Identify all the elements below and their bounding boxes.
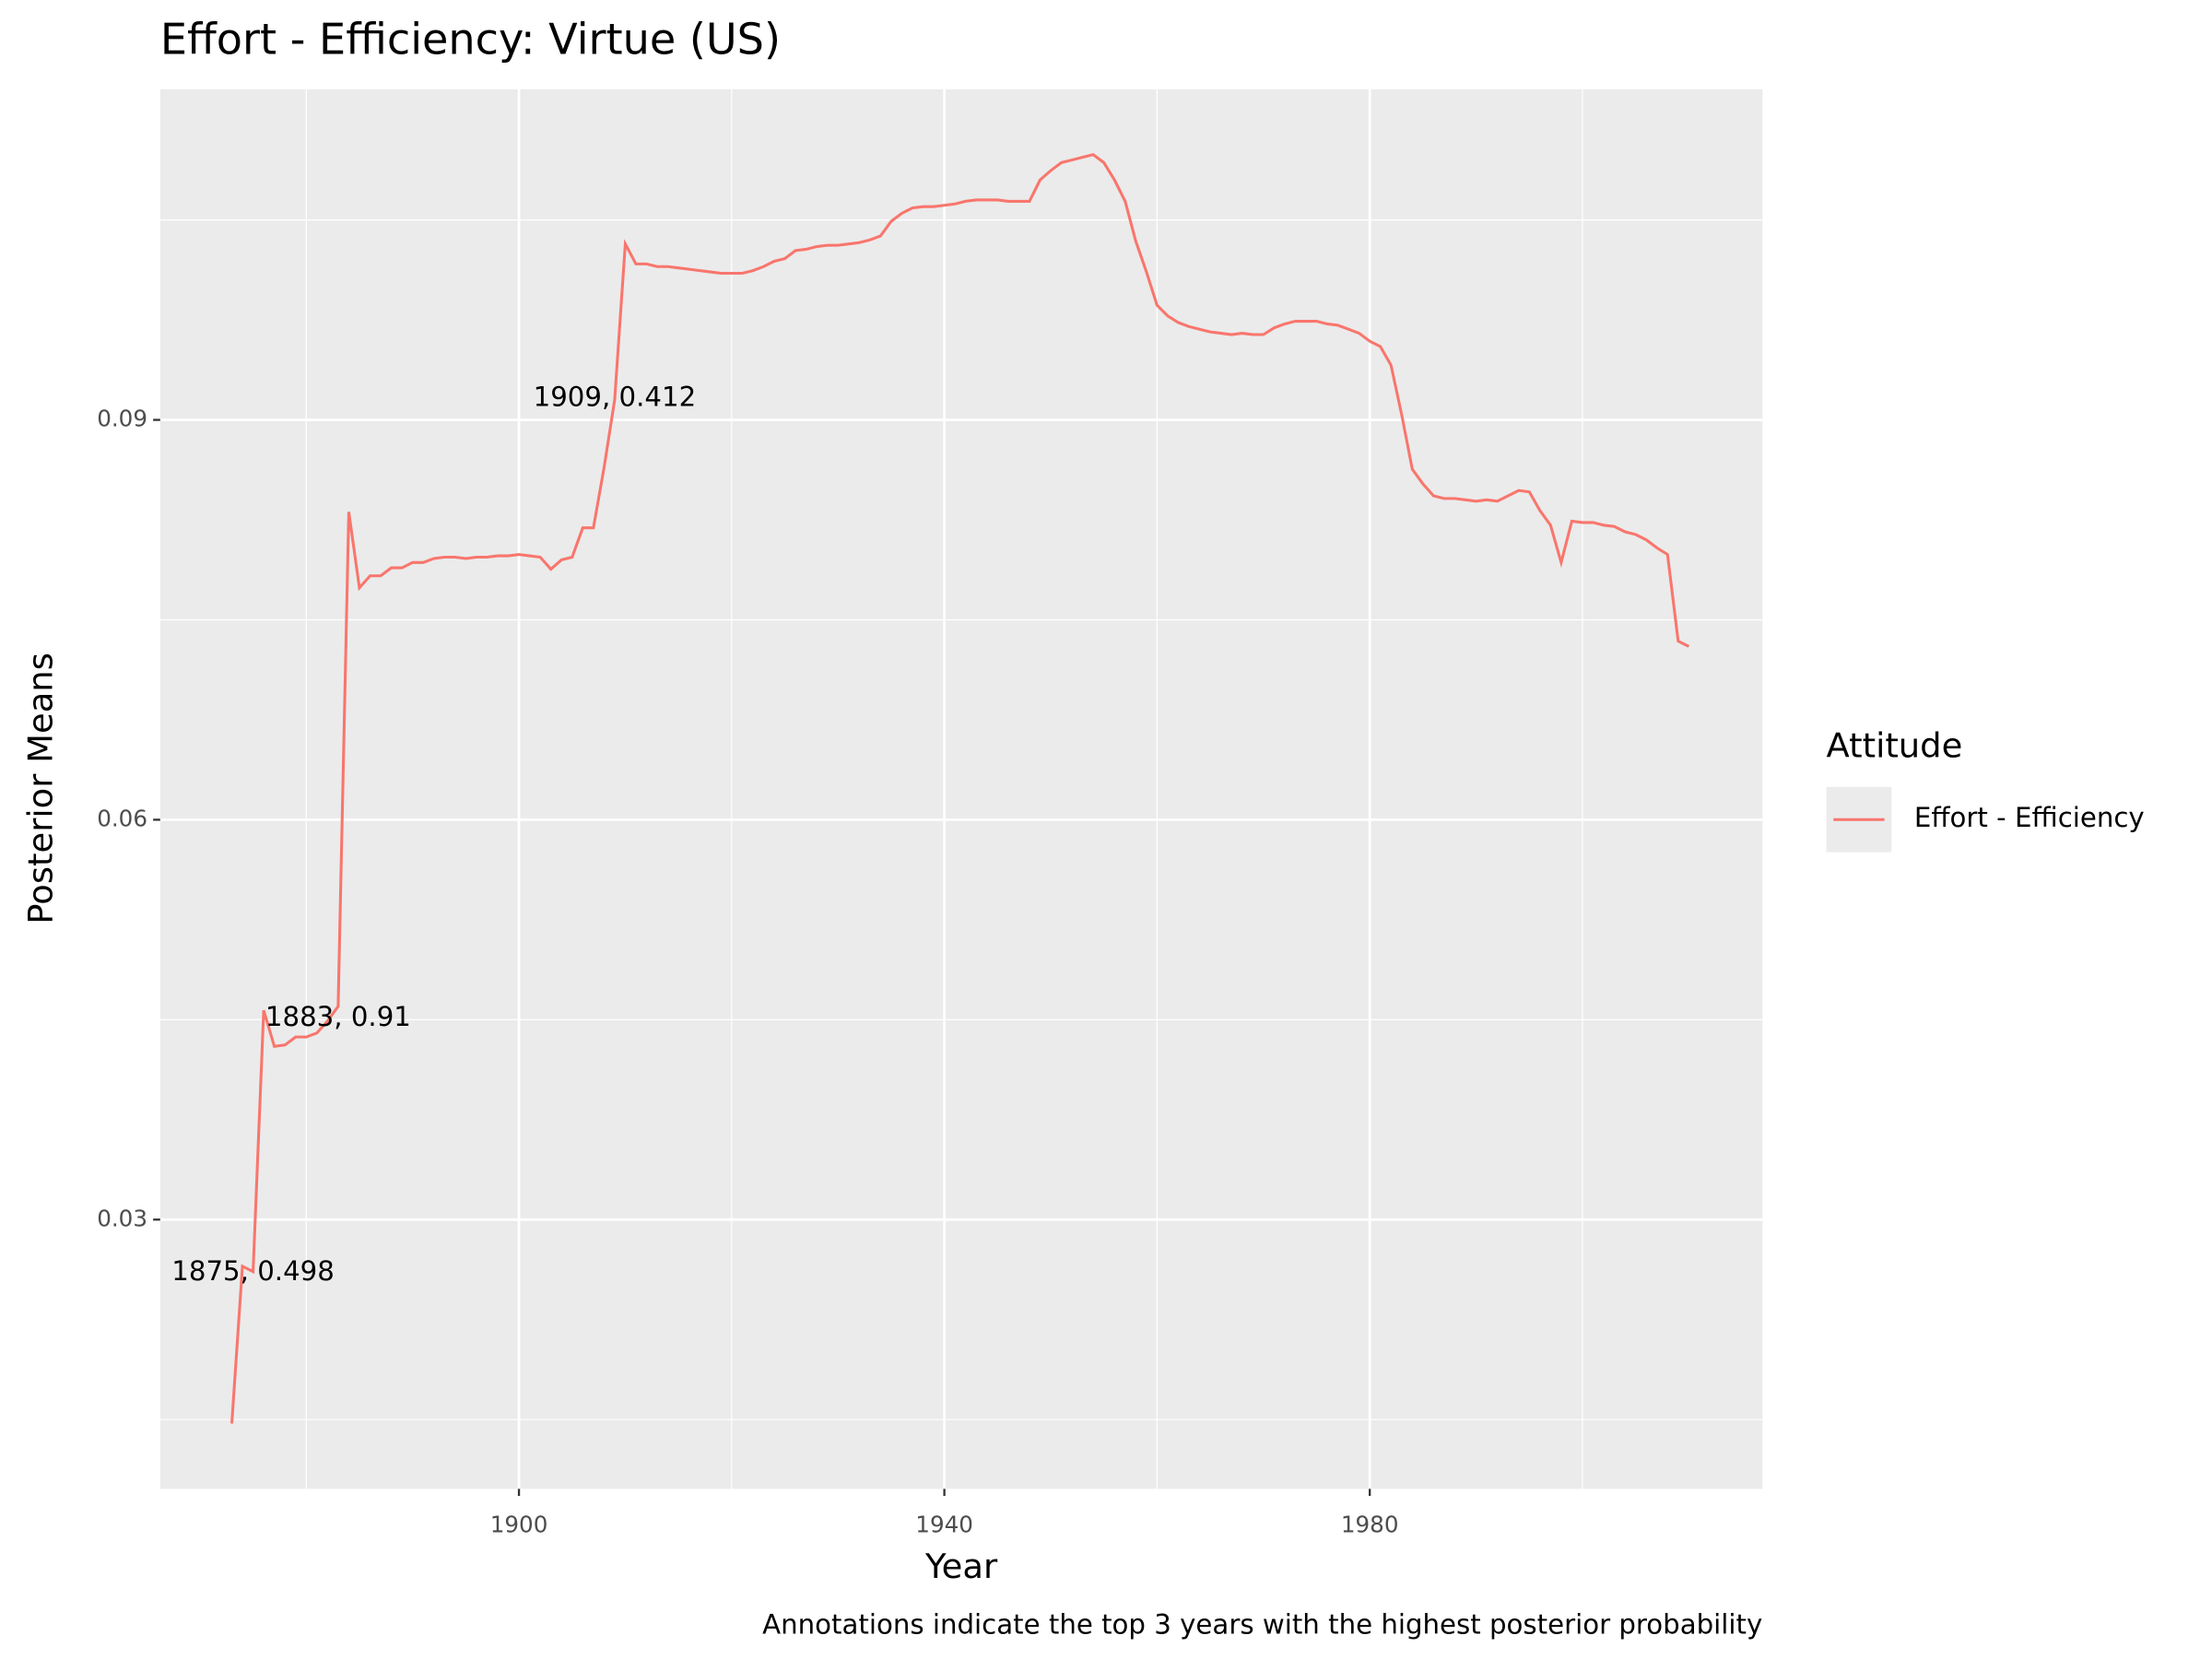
grid xyxy=(159,88,1763,1489)
marks: 1875, 0.498 1883, 0.91 1909, 0.412 xyxy=(171,153,1690,1424)
axes: 1900 1940 1980 0.03 0.06 0.09 xyxy=(97,406,1398,1538)
legend-label: Effort - Efficiency xyxy=(1914,802,2145,833)
y-axis-label: Posterior Means xyxy=(21,653,61,924)
legend-title: Attitude xyxy=(1827,725,1963,765)
data-line xyxy=(229,153,1690,1424)
chart-title: Effort - Efficiency: Virtue (US) xyxy=(160,15,781,65)
annotation: 1909, 0.412 xyxy=(534,381,697,412)
y-tick-label: 0.09 xyxy=(97,406,147,432)
annotation: 1883, 0.91 xyxy=(265,1001,411,1032)
annotation: 1875, 0.498 xyxy=(171,1255,335,1287)
x-tick-label: 1900 xyxy=(490,1511,548,1537)
x-axis-label: Year xyxy=(924,1547,998,1586)
caption: Annotations indicate the top 3 years wit… xyxy=(762,1609,1762,1641)
y-tick-label: 0.03 xyxy=(97,1205,147,1231)
x-tick-label: 1940 xyxy=(915,1511,973,1537)
y-tick-label: 0.06 xyxy=(97,805,147,831)
plot-panel xyxy=(159,88,1763,1489)
legend: Attitude Effort - Efficiency xyxy=(1826,725,2145,853)
x-tick-label: 1980 xyxy=(1341,1511,1399,1537)
